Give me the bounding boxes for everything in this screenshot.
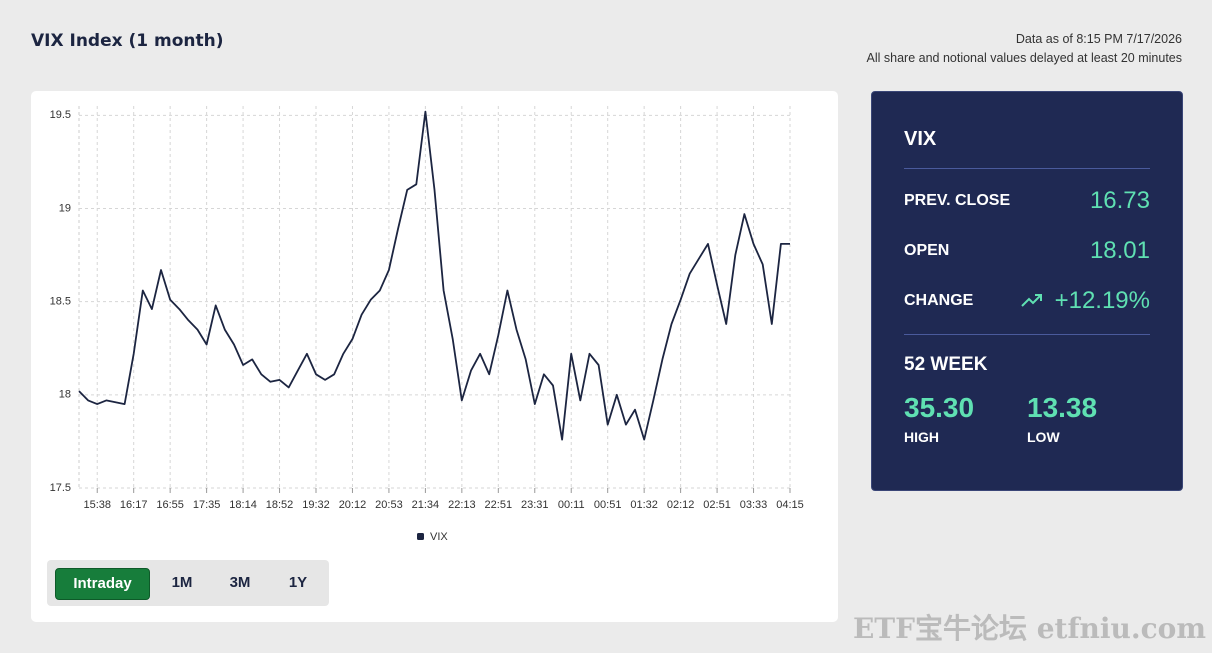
x-tick-label: 00:11 bbox=[558, 499, 585, 511]
y-tick-label: 19 bbox=[59, 202, 71, 214]
separator bbox=[904, 168, 1150, 169]
open: 18.01 bbox=[1089, 237, 1150, 264]
x-tick-label: 02:51 bbox=[703, 499, 731, 511]
legend-label: VIX bbox=[430, 531, 448, 543]
x-tick-label: 00:51 bbox=[594, 499, 622, 511]
x-tick-label: 21:34 bbox=[412, 499, 440, 511]
separator bbox=[904, 334, 1150, 335]
timestamp: Data as of 8:15 PM 7/17/2026 bbox=[1015, 32, 1182, 46]
x-tick-label: 03:33 bbox=[740, 499, 768, 511]
open-label: OPEN bbox=[904, 242, 950, 259]
change-label: CHANGE bbox=[904, 292, 974, 309]
quote-panel: VIX PREV. CLOSE 16.73 OPEN 18.01 CHANGE … bbox=[871, 91, 1183, 491]
y-tick-label: 18 bbox=[59, 389, 71, 401]
x-tick-label: 20:12 bbox=[339, 499, 367, 511]
x-tick-label: 19:32 bbox=[302, 499, 330, 511]
chart: 17.5 18 18.5 19 19.5 15:38 16:17 16:55 17:35 18:1… bbox=[50, 106, 804, 543]
x-tick-label: 04:15 bbox=[776, 499, 804, 511]
x-tick-label: 20:53 bbox=[375, 499, 403, 511]
range-button[interactable]: 1M bbox=[171, 574, 193, 591]
week52-label: 52 WEEK bbox=[904, 354, 988, 375]
x-tick-label: 16:55 bbox=[156, 499, 184, 511]
delay-note: All share and notional values delayed at… bbox=[866, 51, 1182, 65]
watermark: ETF宝牛论坛 etfniu.com bbox=[852, 612, 1206, 645]
high-label: HIGH bbox=[904, 429, 939, 445]
y-tick-label: 19.5 bbox=[50, 109, 71, 121]
x-tick-label: 02:12 bbox=[667, 499, 695, 511]
legend-swatch bbox=[417, 533, 424, 540]
page-title: VIX Index (1 month) bbox=[31, 31, 224, 51]
x-tick-label: 01:32 bbox=[630, 499, 658, 511]
trend-icon bbox=[1021, 294, 1042, 307]
range-button[interactable]: 3M bbox=[229, 574, 251, 591]
week52-high: 35.30 bbox=[904, 392, 975, 423]
range-button[interactable]: Intraday bbox=[55, 568, 150, 600]
range-button[interactable]: 1Y bbox=[288, 574, 308, 591]
x-tick-label: 18:52 bbox=[266, 499, 294, 511]
symbol: VIX bbox=[904, 128, 937, 150]
chart-card: 17.5 18 18.5 19 19.5 15:38 16:17 16:55 17:35 18:1… bbox=[31, 91, 838, 622]
x-tick-label: 15:38 bbox=[83, 499, 111, 511]
change: +12.19% bbox=[1054, 287, 1150, 314]
x-tick-label: 22:13 bbox=[448, 499, 476, 511]
x-tick-label: 18:14 bbox=[229, 499, 257, 511]
x-tick-label: 23:31 bbox=[521, 499, 549, 511]
y-tick-label: 17.5 bbox=[50, 482, 71, 494]
prev-close: 16.73 bbox=[1089, 187, 1150, 214]
price-line bbox=[78, 110, 790, 441]
week52-low: 13.38 bbox=[1027, 392, 1098, 423]
prev-close-label: PREV. CLOSE bbox=[904, 192, 1011, 209]
y-tick-label: 18.5 bbox=[50, 296, 71, 308]
low-label: LOW bbox=[1027, 429, 1060, 445]
range-selector: Intraday 1M 3M 1Y bbox=[47, 560, 329, 606]
x-tick-label: 22:51 bbox=[485, 499, 513, 511]
x-tick-label: 16:17 bbox=[120, 499, 148, 511]
x-tick-label: 17:35 bbox=[193, 499, 221, 511]
